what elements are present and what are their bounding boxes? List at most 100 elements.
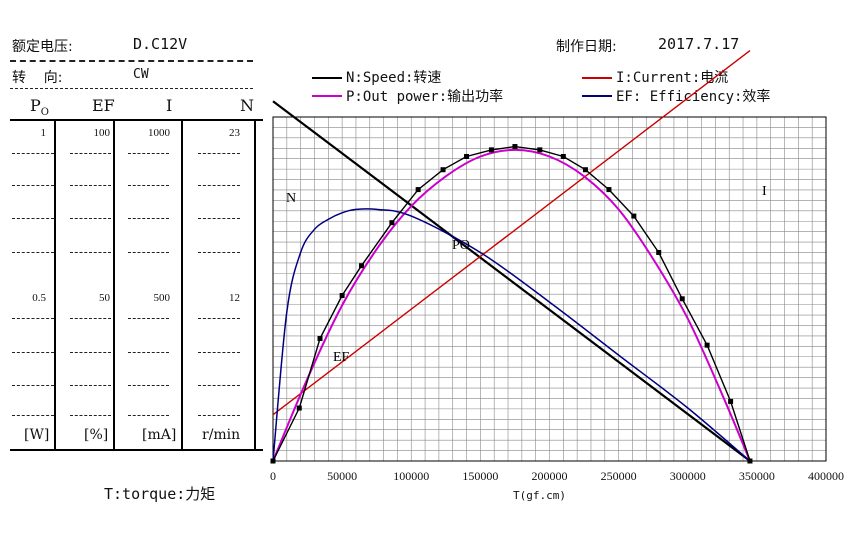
table-scale-dash (128, 218, 169, 219)
x-tick-label: 50000 (327, 469, 357, 483)
col-head-speed: N (240, 96, 254, 115)
table-scale-dash (70, 185, 111, 186)
power-measured-point (582, 167, 588, 173)
efficiency-unit: [%] (84, 427, 109, 443)
power-unit: [W] (24, 427, 50, 443)
column-rule-current (181, 120, 183, 449)
current-unit: [mA] (142, 427, 177, 443)
power-measured-point (679, 296, 685, 302)
power-measured-point (537, 147, 543, 153)
legend-efficiency-label: EF: Efficiency:效率 (616, 89, 771, 105)
table-scale-dash (12, 415, 54, 416)
table-scale-dash (70, 415, 111, 416)
series-line-power (272, 148, 751, 462)
curve-label-current: I (762, 184, 767, 199)
torque-label: T:torque:力矩 (104, 485, 216, 503)
header-divider (10, 60, 253, 62)
power-measured-point (704, 342, 710, 348)
table-scale-dash (198, 153, 240, 154)
x-tick-label: 100000 (393, 469, 429, 483)
speed-unit: r/min (202, 427, 241, 443)
table-scale-dash (12, 185, 54, 186)
series-line-efficiency (272, 208, 751, 462)
power-measured-point (631, 213, 637, 219)
power-measured-point (358, 263, 364, 269)
table-scale-dash (12, 385, 54, 386)
curve-label-power: PO (452, 238, 470, 253)
curve-label-speed: N (286, 191, 296, 206)
chart-tick-labels: 0 50000 100000 150000 200000 250000 300000 3500… (270, 469, 844, 502)
table-scale-dash (70, 352, 111, 353)
power-measured-point (317, 336, 323, 342)
x-tick-label: 250000 (601, 469, 637, 483)
legend-power-swatch (312, 95, 342, 97)
table-scale-dash (198, 415, 240, 416)
power-measured-point (440, 167, 446, 173)
legend-speed-swatch (312, 77, 342, 79)
table-scale-dash (70, 252, 111, 253)
power-measured-point (606, 187, 612, 193)
power-mid-value: 0.5 (32, 292, 46, 304)
table-scale-dash (198, 352, 240, 353)
table-scale-dash (70, 218, 111, 219)
power-measured-point (389, 220, 395, 226)
power-measured-point (747, 458, 753, 464)
table-scale-dash (198, 185, 240, 186)
table-scale-dash (12, 352, 54, 353)
table-scale-dash (128, 252, 169, 253)
current-max-value: 1000 (148, 127, 170, 139)
legend-current-label: I:Current:电流 (616, 70, 729, 86)
power-max-value: 1 (40, 127, 47, 139)
power-measured-point (339, 293, 345, 298)
col-head-efficiency: EF (92, 96, 115, 115)
power-measured-point (560, 153, 566, 159)
power-measured-point (512, 144, 518, 150)
table-scale-dash (128, 415, 169, 416)
table-header-rule (10, 119, 263, 121)
column-rule-speed (254, 120, 256, 449)
x-tick-label: 0 (270, 469, 276, 483)
efficiency-mid-value: 50 (99, 292, 110, 304)
table-scale-dash (70, 385, 111, 386)
direction-divider (10, 88, 253, 89)
chart-curves (272, 50, 751, 462)
efficiency-max-value: 100 (93, 127, 111, 139)
table-scale-dash (70, 318, 111, 319)
rated-voltage-value: D.C12V (133, 35, 188, 53)
chart-curve-labels: N I PO EF (286, 184, 767, 365)
speed-mid-value: 12 (229, 292, 240, 304)
table-scale-dash (12, 318, 54, 319)
rated-voltage-label: 额定电压: (12, 39, 73, 55)
x-tick-label: 200000 (532, 469, 568, 483)
x-tick-label: 150000 (462, 469, 498, 483)
series-line-current (272, 50, 751, 416)
x-tick-label: 300000 (670, 469, 706, 483)
legend-current-swatch (582, 77, 612, 79)
power-measured-point (488, 147, 494, 153)
legend-speed-label: N:Speed:转速 (346, 70, 442, 86)
chart-grid (272, 116, 827, 462)
power-measured-line (272, 145, 751, 462)
power-measured-point (656, 249, 662, 255)
table-scale-dash (198, 385, 240, 386)
curve-label-efficiency: EF (333, 350, 350, 365)
table-scale-dash (128, 153, 169, 154)
column-rule-power (54, 120, 56, 449)
table-scale-dash (128, 385, 169, 386)
x-axis-label: T(gf.cm) (513, 489, 566, 502)
table-scale-dash (70, 153, 111, 154)
table-scale-dash (198, 252, 240, 253)
power-measured-point (728, 398, 734, 404)
col-head-power: PO (30, 96, 49, 119)
chart-power-marks (270, 144, 753, 464)
table-bottom-rule (10, 449, 263, 451)
table-scale-dash (128, 352, 169, 353)
date-label: 制作日期: (556, 39, 617, 55)
x-tick-label: 350000 (739, 469, 775, 483)
date-value: 2017.7.17 (658, 35, 740, 53)
series-line-speed (272, 100, 751, 462)
legend-power-label: P:Out power:输出功率 (346, 89, 504, 105)
table-scale-dash (12, 218, 54, 219)
table-scale-dash (12, 252, 54, 253)
